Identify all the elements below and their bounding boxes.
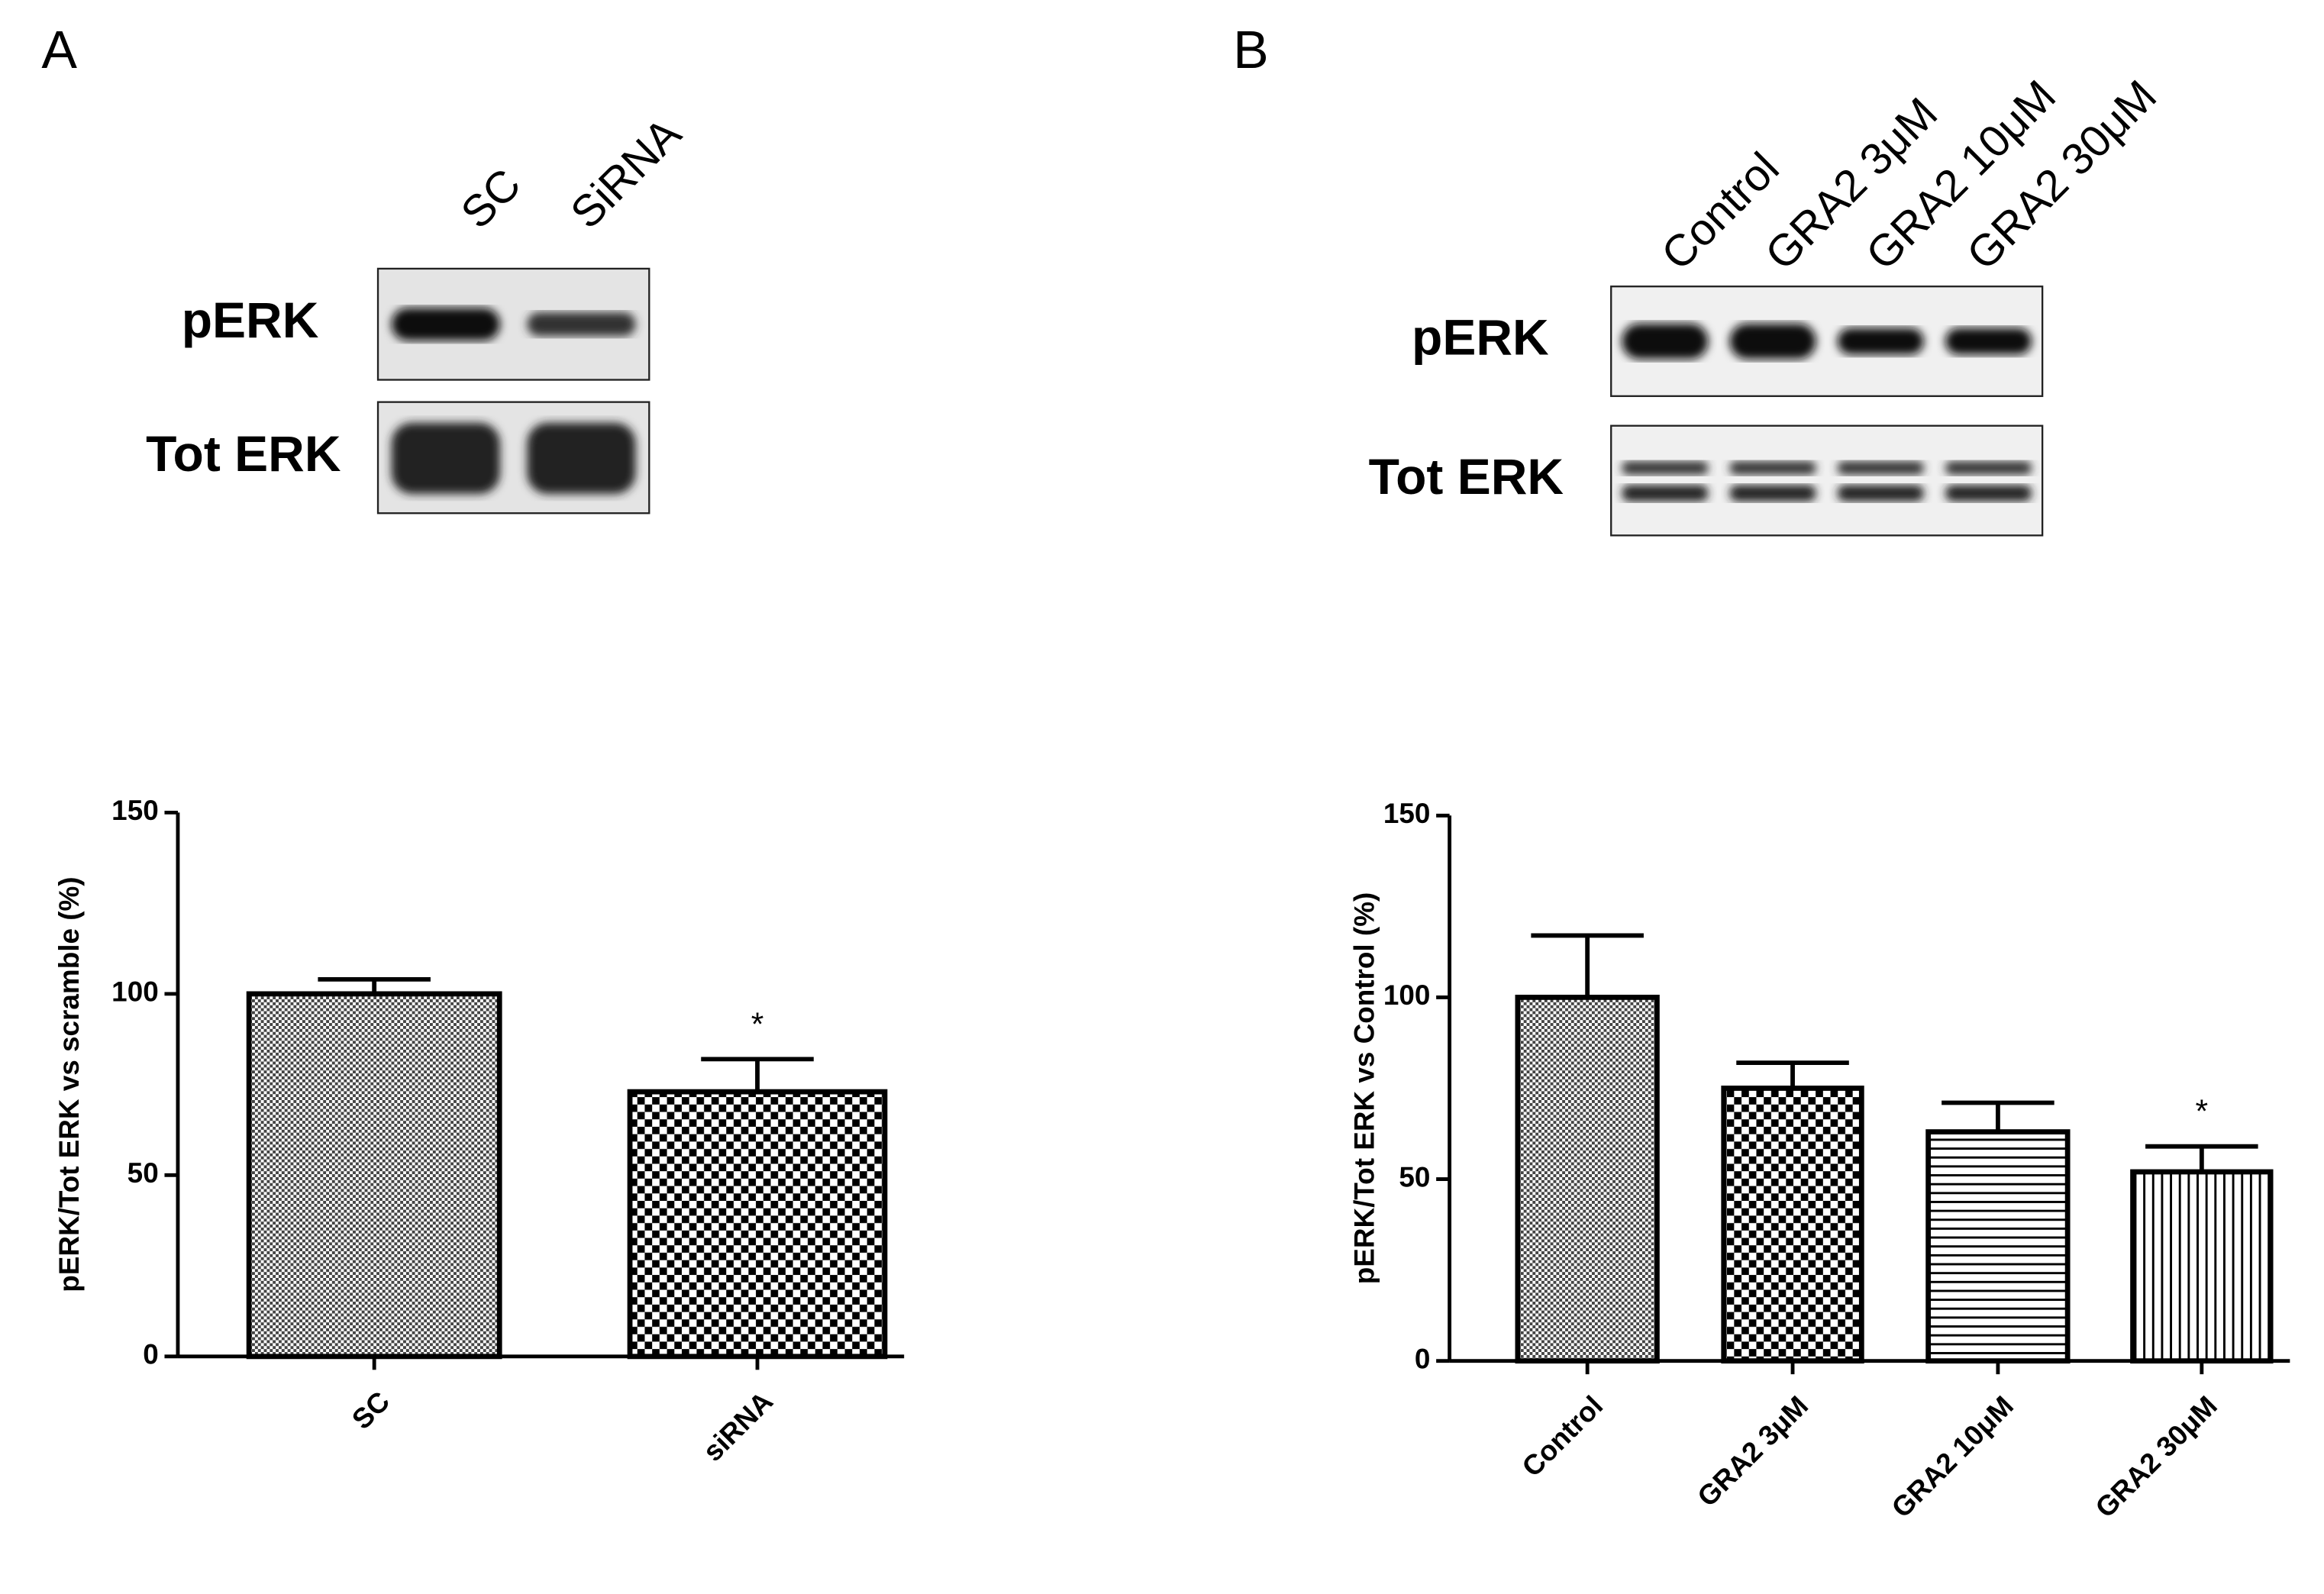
x-tick-label: siRNA <box>697 1386 779 1467</box>
blot-row-label: Tot ERK <box>146 425 341 482</box>
significance-mark: * <box>751 1006 764 1043</box>
blot-band <box>1729 461 1816 475</box>
bar <box>1925 1129 2071 1364</box>
blot-band <box>391 308 500 341</box>
blot-band <box>1837 485 1924 502</box>
significance-mark: * <box>2196 1093 2209 1130</box>
bar <box>1721 1086 1864 1364</box>
lane-label: SiRNA <box>561 108 691 238</box>
y-axis-title: pERK/Tot ERK vs Control (%) <box>1349 892 1380 1285</box>
blot-row-label: pERK <box>1412 308 1549 365</box>
blot-band <box>391 422 500 494</box>
y-tick-label: 50 <box>127 1157 159 1189</box>
blot-band <box>1837 328 1924 355</box>
x-tick-label: Control <box>1516 1390 1609 1483</box>
bar <box>246 991 502 1360</box>
panel-letter: B <box>1233 20 1269 79</box>
y-tick-label: 100 <box>111 976 159 1008</box>
y-axis-title: pERK/Tot ERK vs scramble (%) <box>53 876 85 1292</box>
x-tick-label: GRA2 3μM <box>1691 1390 1814 1513</box>
blot-band <box>1622 485 1709 502</box>
blot-band <box>1729 323 1816 360</box>
blot-band <box>1837 461 1924 475</box>
lane-label: Control <box>1652 143 1789 279</box>
blot-band <box>527 312 636 337</box>
blot-frame <box>1610 424 2044 537</box>
blot-band <box>1622 461 1709 475</box>
y-tick-label: 150 <box>111 795 159 826</box>
blot-row-label: pERK <box>182 292 319 348</box>
y-tick-label: 0 <box>1415 1343 1431 1374</box>
y-tick-label: 50 <box>1399 1161 1430 1192</box>
y-tick-label: 150 <box>1383 798 1431 829</box>
blot-band <box>1945 461 2032 475</box>
lane-label: SC <box>451 160 530 238</box>
blot-band <box>1945 328 2032 355</box>
y-tick-label: 0 <box>143 1339 159 1370</box>
blot-row-label: Tot ERK <box>1369 448 1564 505</box>
bar <box>1515 995 1660 1364</box>
blot-band <box>1945 485 2032 502</box>
panel-letter: A <box>41 20 77 79</box>
blot-band <box>1729 485 1816 502</box>
blot-band <box>1622 323 1709 360</box>
y-tick-label: 100 <box>1383 979 1431 1011</box>
x-tick-label: SC <box>346 1386 395 1435</box>
x-tick-label: GRA2 30μM <box>2090 1390 2223 1524</box>
blot-band <box>527 422 636 494</box>
bar <box>2130 1169 2274 1364</box>
x-tick-label: GRA2 10μM <box>1886 1390 2019 1524</box>
bar <box>627 1089 888 1360</box>
